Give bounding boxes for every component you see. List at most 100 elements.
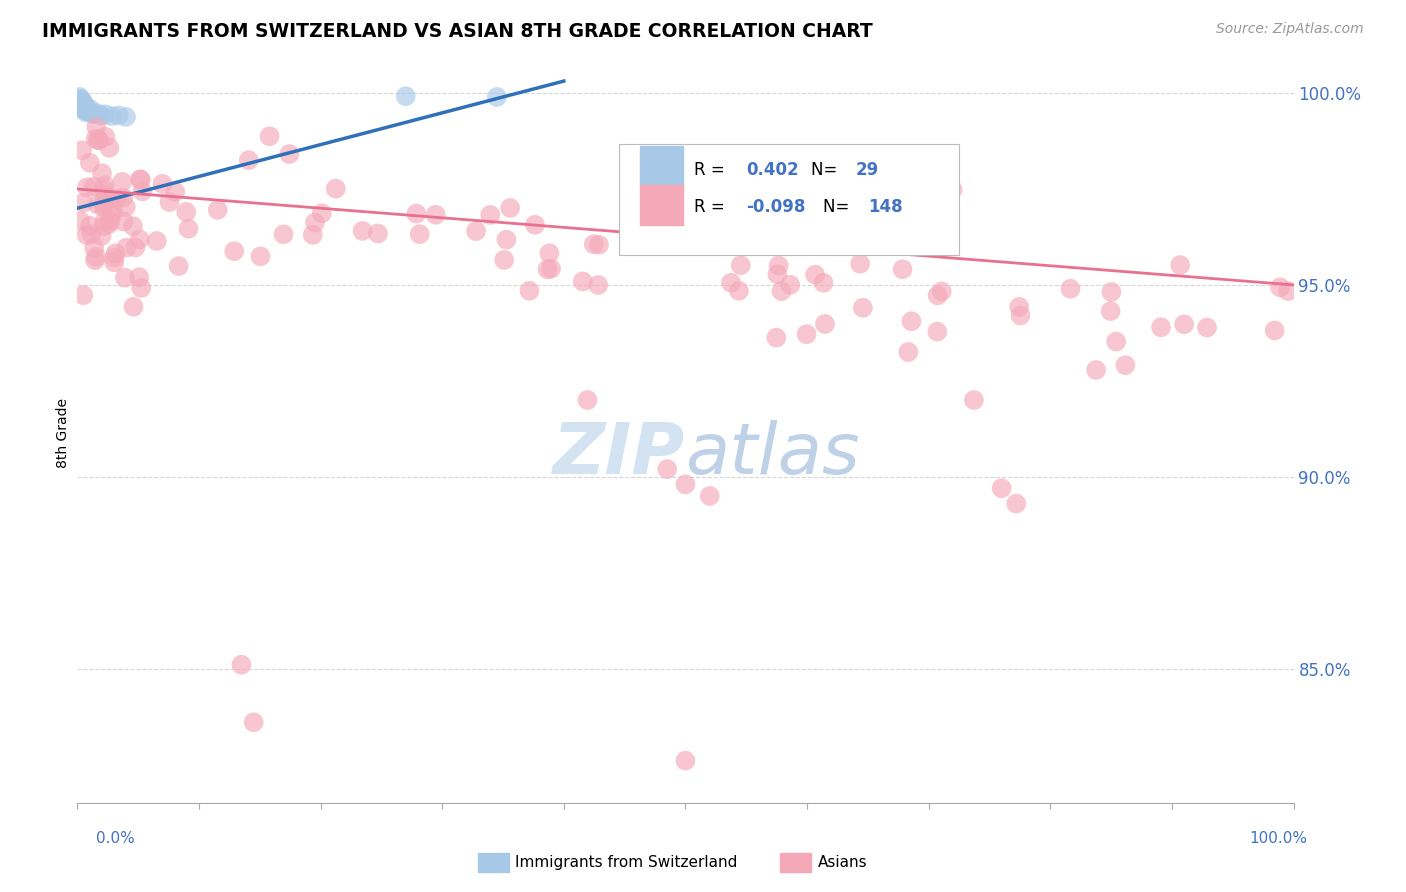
Point xyxy=(69,90,91,104)
Point xyxy=(499,201,522,215)
Point xyxy=(1099,285,1122,299)
Point xyxy=(582,237,605,252)
Point xyxy=(84,253,107,268)
Point xyxy=(249,249,271,263)
Point xyxy=(87,133,110,147)
Point xyxy=(152,177,174,191)
Point xyxy=(84,132,107,146)
Point xyxy=(897,345,920,359)
Point xyxy=(79,102,101,116)
Point xyxy=(1277,284,1299,298)
Point xyxy=(82,107,104,121)
Point xyxy=(765,331,787,345)
Y-axis label: 8th Grade: 8th Grade xyxy=(56,398,70,467)
Point xyxy=(84,250,107,264)
Point xyxy=(1010,309,1032,323)
Point xyxy=(73,103,96,118)
Point xyxy=(93,196,115,211)
Point xyxy=(571,275,593,289)
Point xyxy=(352,224,374,238)
Point xyxy=(86,106,108,120)
Point xyxy=(1173,318,1195,332)
Point xyxy=(304,215,326,229)
Point xyxy=(165,185,187,199)
Point xyxy=(98,141,121,155)
Point xyxy=(70,93,93,107)
Point xyxy=(70,95,93,110)
Point xyxy=(70,95,93,109)
Point xyxy=(720,276,742,290)
Point xyxy=(770,284,793,298)
Point xyxy=(207,202,229,217)
Point xyxy=(1085,363,1108,377)
Point xyxy=(852,301,875,315)
Point xyxy=(301,227,323,242)
Point xyxy=(479,208,502,222)
Point xyxy=(907,213,929,227)
Bar xyxy=(640,146,683,186)
Point xyxy=(796,327,818,342)
Point xyxy=(69,214,91,228)
Point xyxy=(93,183,115,197)
Point xyxy=(131,185,153,199)
Point xyxy=(311,206,333,220)
Point xyxy=(779,277,801,292)
Point xyxy=(89,133,111,147)
Point xyxy=(124,241,146,255)
Point xyxy=(1168,258,1191,272)
Point xyxy=(278,147,301,161)
Point xyxy=(325,181,347,195)
Point xyxy=(103,255,125,269)
Point xyxy=(89,108,111,122)
Point xyxy=(540,261,562,276)
Point xyxy=(1268,280,1291,294)
Point xyxy=(1099,304,1122,318)
Text: 29: 29 xyxy=(856,161,879,178)
Point xyxy=(813,276,835,290)
Point xyxy=(94,129,117,144)
Point xyxy=(100,214,122,228)
Point xyxy=(576,392,599,407)
Point xyxy=(675,754,697,768)
Point xyxy=(931,285,953,299)
Point xyxy=(72,288,94,302)
Point xyxy=(103,251,125,265)
Point xyxy=(146,234,169,248)
Point xyxy=(1005,497,1028,511)
Point xyxy=(114,270,136,285)
Point xyxy=(536,262,558,277)
Point xyxy=(80,227,103,241)
Point xyxy=(115,241,138,255)
Point xyxy=(814,317,837,331)
Point xyxy=(465,224,488,238)
Point xyxy=(75,105,97,120)
Point xyxy=(70,99,93,113)
Text: R =: R = xyxy=(695,198,730,216)
Text: 148: 148 xyxy=(868,198,903,216)
Point xyxy=(1105,334,1128,349)
Point xyxy=(177,221,200,235)
Point xyxy=(111,175,134,189)
Point xyxy=(425,208,447,222)
Point xyxy=(70,96,93,111)
Text: 100.0%: 100.0% xyxy=(1250,831,1308,846)
Point xyxy=(83,179,105,194)
Point xyxy=(94,188,117,202)
Point xyxy=(107,108,129,122)
Point xyxy=(93,200,115,214)
Point xyxy=(129,172,152,186)
Point xyxy=(114,200,136,214)
Point xyxy=(789,202,811,217)
Point xyxy=(495,233,517,247)
Point xyxy=(91,166,114,180)
Text: Asians: Asians xyxy=(818,855,868,870)
Point xyxy=(699,489,721,503)
Point xyxy=(405,206,427,220)
Text: N=: N= xyxy=(823,198,855,216)
Text: 0.402: 0.402 xyxy=(747,161,799,178)
Text: -0.098: -0.098 xyxy=(747,198,806,216)
Point xyxy=(167,259,190,273)
Point xyxy=(69,92,91,106)
Text: IMMIGRANTS FROM SWITZERLAND VS ASIAN 8TH GRADE CORRELATION CHART: IMMIGRANTS FROM SWITZERLAND VS ASIAN 8TH… xyxy=(42,22,873,41)
Point xyxy=(768,259,790,273)
